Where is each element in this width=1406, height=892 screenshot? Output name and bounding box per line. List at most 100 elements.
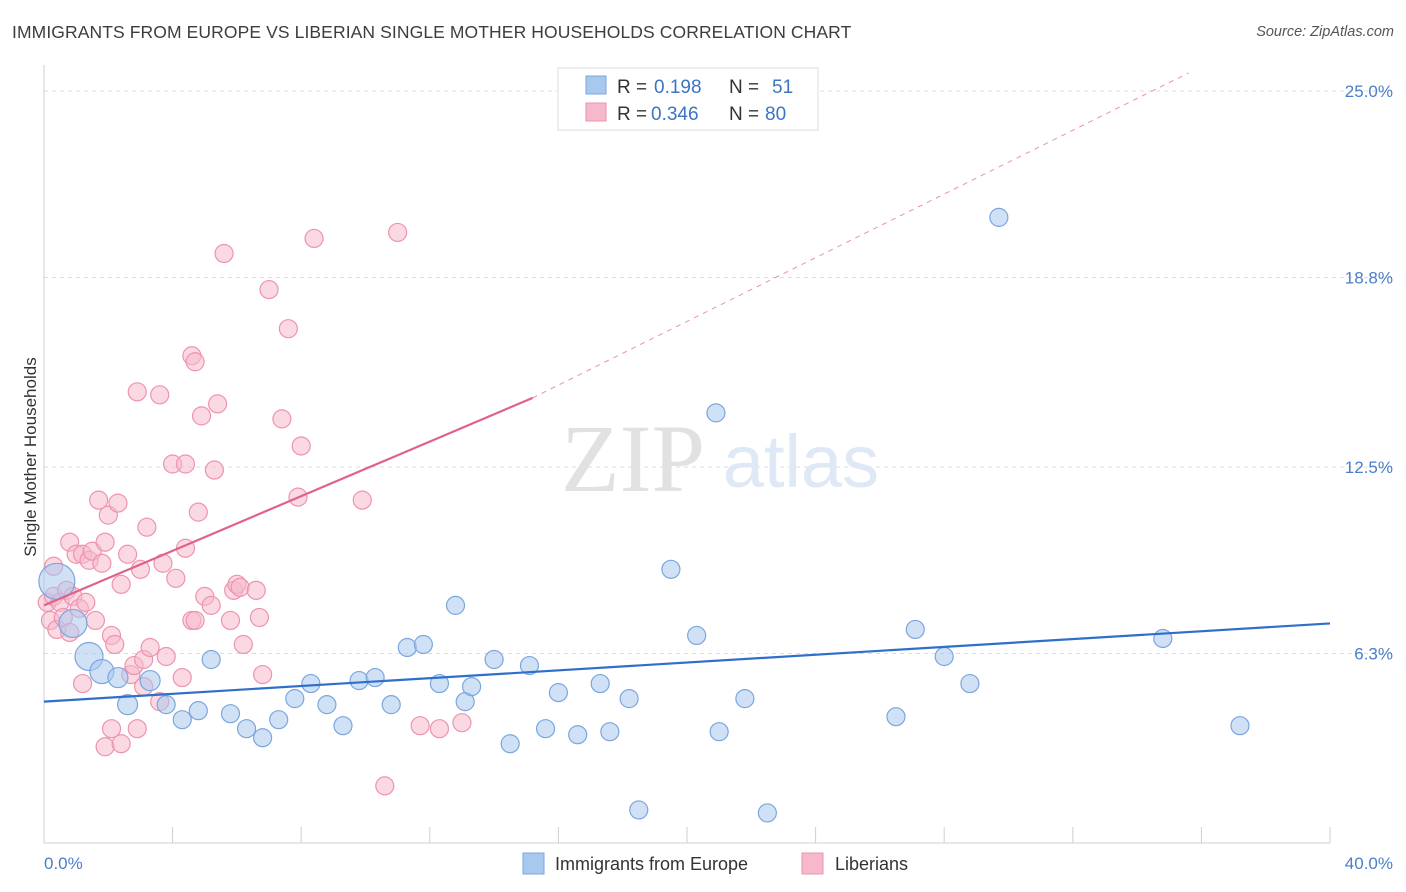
europe-point-10 — [201, 649, 221, 670]
liberians-point-45 — [166, 568, 186, 588]
europe-point-41 — [709, 722, 729, 742]
europe-point-28 — [484, 649, 504, 670]
europe-point-42 — [735, 689, 755, 709]
europe-point-43 — [757, 803, 777, 823]
europe-point-23 — [413, 634, 433, 655]
y-tick-label-3: 25.0% — [1345, 82, 1393, 101]
liberians-point-35 — [130, 559, 151, 579]
europe-point-9 — [188, 701, 208, 721]
liberians-point-63 — [230, 577, 250, 597]
liberians-point-58 — [208, 394, 228, 414]
europe-point-38 — [661, 559, 681, 579]
watermark-zip: ZIP — [561, 405, 705, 512]
liberians-point-74 — [352, 490, 372, 510]
liberians-point-48 — [175, 454, 196, 474]
europe-point-19 — [349, 670, 369, 691]
liberians-point-52 — [185, 610, 205, 631]
x-tick-label-0: 0.0% — [44, 854, 83, 873]
bottom-swatch-liberians — [801, 852, 824, 875]
europe-point-20 — [365, 667, 385, 688]
europe-point-18 — [333, 716, 353, 736]
legend-n-label-2: N = — [729, 104, 759, 125]
europe-point-22 — [397, 637, 417, 658]
legend-n-label-1: N = — [729, 77, 759, 98]
liberians-point-68 — [259, 279, 279, 300]
liberians-point-19 — [89, 490, 109, 510]
europe-point-48 — [989, 207, 1009, 227]
europe-point-15 — [285, 689, 305, 709]
liberians-point-73 — [304, 228, 324, 249]
y-tick-label-1: 12.5% — [1345, 458, 1393, 477]
liberians-point-70 — [278, 319, 298, 339]
europe-point-35 — [600, 722, 620, 742]
europe-point-46 — [934, 646, 954, 667]
liberians-point-53 — [188, 502, 208, 522]
liberians-point-30 — [117, 544, 138, 564]
legend-r-value-liberians: 0.346 — [651, 104, 699, 125]
liberians-trend-extension — [532, 72, 1189, 399]
europe-point-11 — [220, 704, 241, 724]
europe-point-1 — [58, 608, 88, 639]
watermark-atlas: atlas — [723, 420, 879, 503]
europe-point-25 — [445, 595, 466, 615]
liberians-point-57 — [204, 460, 224, 480]
y-tick-label-0: 6.3% — [1354, 645, 1393, 664]
grid-lines — [44, 90, 1395, 655]
legend-swatch-liberians — [585, 102, 607, 122]
liberians-point-46 — [172, 667, 192, 688]
europe-point-17 — [317, 695, 337, 715]
liberians-point-27 — [108, 493, 128, 513]
source-label: Source: ZipAtlas.com — [1256, 24, 1394, 40]
europe-point-44 — [886, 707, 906, 727]
europe-point-12 — [236, 719, 257, 739]
europe-point-8 — [172, 710, 192, 730]
europe-point-13 — [253, 728, 273, 748]
liberians-point-79 — [452, 713, 472, 733]
europe-point-29 — [500, 734, 520, 754]
liberians-point-40 — [150, 385, 170, 405]
europe-point-27 — [461, 676, 482, 697]
bottom-legend-europe: Immigrants from Europe — [555, 854, 748, 874]
liberians-point-77 — [410, 716, 430, 736]
liberians-point-43 — [156, 646, 176, 667]
europe-point-31 — [535, 719, 556, 739]
europe-point-45 — [905, 619, 925, 640]
trend-lines — [43, 72, 1331, 703]
liberians-point-67 — [253, 664, 273, 685]
y-tick-label-2: 18.8% — [1345, 269, 1393, 288]
europe-point-40 — [706, 403, 726, 423]
liberians-point-69 — [272, 409, 292, 429]
legend-r-label-2: R = — [617, 104, 647, 125]
liberians-trend-line — [43, 396, 534, 607]
liberians-point-28 — [111, 574, 131, 594]
europe-point-24 — [429, 673, 450, 694]
legend-r-value-europe: 0.198 — [654, 77, 702, 98]
liberians-point-34 — [127, 719, 147, 739]
europe-point-5 — [116, 694, 139, 716]
liberians-point-78 — [429, 719, 450, 739]
europe-point-21 — [381, 695, 401, 715]
liberians-point-72 — [291, 436, 311, 456]
europe-point-4 — [107, 666, 129, 689]
liberians-point-25 — [101, 719, 122, 739]
stats-legend: R = 0.198 N = 51 R = 0.346 N = 80 — [557, 67, 819, 131]
legend-r-label-1: R = — [617, 77, 647, 98]
europe-point-16 — [301, 673, 321, 694]
liberians-point-22 — [95, 737, 115, 757]
liberians-point-33 — [127, 382, 147, 402]
liberians-point-29 — [111, 734, 131, 754]
europe-point-6 — [139, 669, 161, 692]
legend-swatch-europe — [585, 75, 607, 95]
liberians-point-26 — [105, 634, 125, 655]
liberians-point-54 — [191, 406, 212, 426]
europe-point-14 — [269, 710, 289, 730]
europe-point-47 — [960, 673, 980, 694]
europe-point-7 — [156, 695, 176, 715]
liberians-point-15 — [76, 592, 96, 612]
europe-point-36 — [619, 689, 639, 709]
y-axis-label: Single Mother Households — [21, 357, 40, 556]
legend-n-value-liberians: 80 — [765, 104, 786, 125]
liberians-point-60 — [220, 610, 241, 631]
europe-point-30 — [519, 655, 540, 676]
